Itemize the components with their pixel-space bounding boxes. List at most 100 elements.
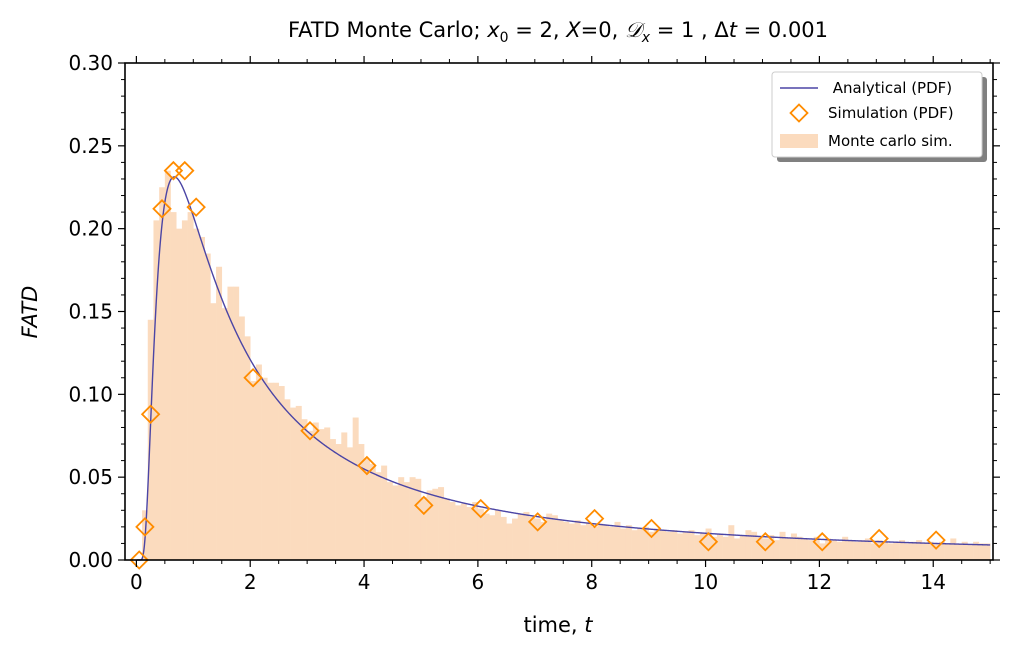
- x-tick-label: 6: [472, 570, 485, 594]
- simulation-marker: [135, 517, 155, 537]
- histogram-bar: [938, 541, 945, 560]
- histogram-bar: [216, 266, 223, 560]
- simulation-marker: [926, 530, 946, 550]
- simulation-marker: [357, 455, 377, 476]
- histogram-bar: [978, 543, 985, 560]
- histogram-bar: [677, 533, 684, 560]
- histogram-bar: [329, 439, 336, 560]
- histogram-bar: [187, 212, 194, 560]
- simulation-marker: [414, 495, 434, 516]
- simulation-marker: [470, 498, 491, 519]
- histogram-bar: [751, 531, 758, 560]
- histogram-bar: [574, 520, 581, 560]
- histogram-bar: [739, 535, 746, 560]
- legend-marker-swatch: [789, 103, 809, 123]
- legend-label-analytical: Analytical (PDF): [828, 79, 952, 97]
- histogram-bar: [654, 528, 661, 560]
- legend-patch-swatch: [780, 134, 818, 148]
- histogram-bar: [745, 530, 752, 560]
- histogram-bar: [734, 538, 741, 560]
- histogram-bar: [198, 236, 205, 560]
- histogram-bar: [973, 541, 980, 560]
- histogram-bar: [466, 506, 473, 560]
- histogram-bar: [546, 513, 553, 560]
- histogram-bar: [227, 286, 234, 560]
- y-tick-label: 0.20: [68, 217, 113, 241]
- histogram-bar: [335, 444, 342, 560]
- simulation-marker: [140, 404, 161, 424]
- histogram-bar: [819, 543, 826, 560]
- y-tick-label: 0.25: [68, 134, 113, 158]
- histogram-bar: [272, 382, 279, 560]
- histogram-bar: [637, 528, 644, 560]
- histogram-bar: [517, 513, 524, 560]
- histogram-bar: [887, 543, 894, 560]
- histogram-bar: [420, 497, 427, 560]
- histogram-bar: [785, 538, 792, 560]
- simulation-marker: [527, 512, 548, 532]
- histogram-bar: [483, 513, 490, 560]
- axis-ticks: 0 2 4 6 8 10 12 14 0.00 0.05 0.10 0.15 0.20 0.25 0.30: [68, 51, 1000, 594]
- histogram-bar: [688, 530, 695, 560]
- simulation-marker: [755, 532, 776, 552]
- simulation-marker: [869, 528, 889, 549]
- x-tick-label: 4: [358, 570, 371, 594]
- histogram-bar: [278, 386, 285, 560]
- histogram-bar: [591, 526, 598, 560]
- histogram-bar: [642, 526, 649, 560]
- histogram-bar: [261, 377, 268, 560]
- histogram-bar: [620, 528, 627, 560]
- histogram-bar: [341, 432, 348, 560]
- histogram-bar: [790, 533, 797, 560]
- histogram-bar: [381, 465, 388, 560]
- histogram-bar: [671, 530, 678, 560]
- histogram-bar: [284, 399, 291, 560]
- chart-title: FATD Monte Carlo; x0 = 2, X=0, 𝒟x = 1 , …: [288, 18, 828, 46]
- histogram-bar: [711, 536, 718, 560]
- x-tick-label: 8: [585, 570, 598, 594]
- simulation-marker: [243, 368, 263, 388]
- x-tick-label: 0: [130, 570, 143, 594]
- histogram-bar: [307, 430, 314, 560]
- histogram-bar: [477, 508, 484, 560]
- histogram-bar: [512, 518, 519, 560]
- histogram-bar: [364, 458, 371, 560]
- simulation-marker: [698, 532, 719, 552]
- histogram-bar: [267, 382, 274, 560]
- histogram-bar: [346, 447, 353, 560]
- histogram-series: [142, 170, 991, 560]
- histogram-bar: [728, 525, 735, 560]
- simulation-marker: [300, 421, 320, 441]
- histogram-bar: [147, 319, 154, 560]
- histogram-bar: [358, 444, 365, 560]
- histogram-bar: [956, 543, 962, 560]
- x-axis-label: time, t: [523, 613, 593, 637]
- histogram-bar: [563, 521, 570, 560]
- histogram-bar: [910, 541, 917, 560]
- histogram-bar: [705, 528, 712, 560]
- histogram-bar: [403, 482, 410, 560]
- histogram-bar: [523, 511, 530, 560]
- histogram-bar: [614, 521, 621, 560]
- histogram-bar: [984, 543, 991, 560]
- histogram-bar: [660, 530, 667, 560]
- histogram-bar: [534, 518, 541, 560]
- histogram-bar: [386, 482, 393, 560]
- histogram-bar: [244, 336, 251, 560]
- histogram-bar: [318, 429, 325, 560]
- x-tick-label: 14: [921, 570, 946, 594]
- y-tick-label: 0.00: [68, 548, 113, 572]
- histogram-bar: [699, 533, 706, 560]
- histogram-bar: [779, 531, 786, 560]
- y-tick-label: 0.15: [68, 300, 113, 324]
- histogram-bar: [233, 286, 240, 560]
- simulation-marker: [641, 518, 662, 539]
- histogram-bar: [625, 525, 632, 560]
- histogram-bar: [193, 228, 200, 560]
- simulation-marker: [812, 532, 833, 552]
- histogram-bar: [181, 220, 188, 560]
- histogram-bar: [961, 541, 968, 560]
- histogram-bar: [927, 541, 934, 560]
- histogram-bar: [802, 538, 809, 560]
- simulation-series: [129, 160, 946, 570]
